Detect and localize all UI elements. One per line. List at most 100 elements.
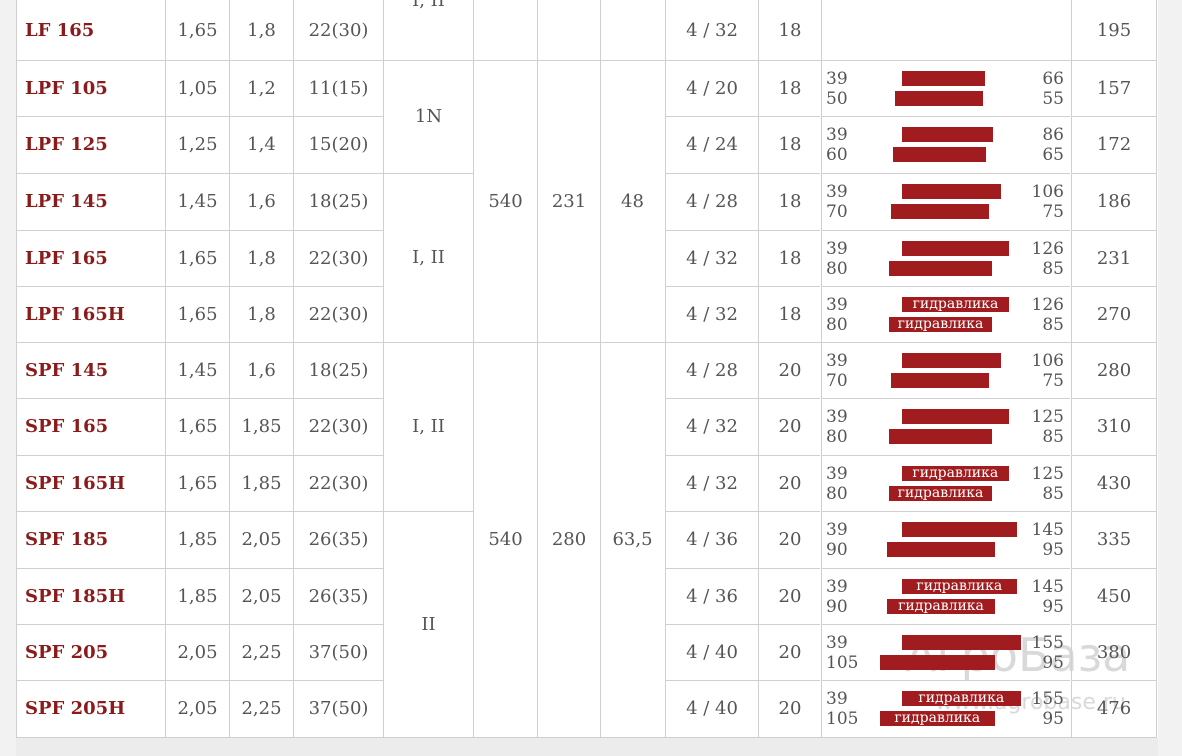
cell-c8: 18 [778, 247, 802, 269]
cell-width-max: 1,2 [247, 77, 276, 99]
merged-category-lpf: I, II [412, 247, 445, 268]
grid-line-h [666, 230, 820, 231]
grid-line-h [666, 455, 820, 456]
grid-line-h [822, 680, 1070, 681]
dimension-left: 39 [826, 407, 848, 427]
cell-price: 157 [1096, 77, 1132, 99]
dimension-left: 80 [826, 484, 848, 504]
cell-width-max: 2,05 [241, 529, 282, 550]
grid-line-h [822, 568, 1070, 569]
dimension-bar-bottom [879, 655, 995, 670]
dimension-left: 39 [826, 577, 848, 597]
cell-width-min: 2,05 [177, 698, 218, 719]
cell-width-max: 2,25 [241, 698, 282, 719]
grid-line-h [666, 173, 820, 174]
cell-width-max: 1,6 [247, 359, 276, 381]
cell-c8: 20 [778, 472, 802, 494]
dimension-right: 65 [1042, 145, 1064, 165]
cell-width-min: 1,65 [177, 303, 218, 325]
dimension-right: 106 [1031, 351, 1064, 371]
cell-price: 335 [1096, 529, 1132, 550]
cell-power: 22(30) [308, 472, 369, 494]
cell-price: 310 [1096, 416, 1132, 437]
dimension-right: 95 [1042, 709, 1064, 729]
cell-price: 476 [1096, 698, 1132, 719]
cell-blades: 4 / 28 [686, 359, 738, 381]
grid-line-h [17, 173, 383, 174]
grid-line-h [666, 398, 820, 399]
merged-category-top: I, II [412, 0, 445, 11]
cell-blades: 4 / 28 [686, 191, 738, 212]
dimension-left: 80 [826, 315, 848, 335]
grid-line-h [666, 624, 820, 625]
cell-c8: 20 [778, 359, 802, 381]
cell-blades: 4 / 40 [686, 698, 738, 719]
dimension-bar-top: гидравлика [902, 691, 1021, 706]
dimension-left: 39 [826, 464, 848, 484]
grid-line-h [822, 230, 1070, 231]
cell-power: 18(25) [308, 359, 369, 381]
grid-line-h [822, 455, 1070, 456]
dimension-left: 105 [826, 709, 859, 729]
grid-line-h [384, 173, 473, 174]
cell-width-max: 1,8 [247, 247, 276, 269]
cell-price: 195 [1096, 19, 1132, 41]
cell-width-min: 1,65 [177, 472, 218, 494]
model-name: LF 165 [25, 19, 95, 41]
grid-line-v [229, 0, 230, 738]
dimension-bar-top [902, 409, 1009, 424]
dimension-right: 145 [1031, 577, 1064, 597]
grid-line-v [1156, 0, 1157, 738]
grid-line-h [666, 116, 820, 117]
grid-line-v [165, 0, 166, 738]
dimension-bar-top [902, 127, 993, 142]
cell-width-max: 1,8 [247, 303, 276, 325]
cell-c8: 20 [778, 416, 802, 437]
grid-line-h [822, 286, 1070, 287]
cell-blades: 4 / 32 [686, 472, 738, 494]
cell-width-min: 1,65 [177, 416, 218, 437]
grid-line-h [1072, 511, 1156, 512]
dimension-right: 125 [1031, 464, 1064, 484]
dimension-bar-top: гидравлика [902, 579, 1017, 594]
dimension-bar-top: гидравлика [902, 297, 1009, 312]
cell-width-min: 1,45 [177, 191, 218, 212]
grid-line-h [17, 116, 383, 117]
grid-line-v [758, 0, 759, 738]
grid-line-v [383, 0, 384, 738]
dimension-right: 95 [1042, 653, 1064, 673]
dimension-bar-bottom [893, 147, 986, 162]
model-name: LPF 145 [25, 191, 108, 212]
cell-width-max: 1,85 [241, 472, 282, 494]
model-name: SPF 205 [25, 641, 109, 663]
dimension-left: 80 [826, 259, 848, 279]
grid-line-h [17, 737, 1157, 738]
grid-line-h [1072, 398, 1156, 399]
grid-line-h [17, 398, 383, 399]
model-name: SPF 185 [25, 529, 109, 550]
grid-line-h [384, 511, 473, 512]
dimension-right: 145 [1031, 520, 1064, 540]
grid-line-v [1071, 0, 1072, 738]
cell-blades: 4 / 32 [686, 19, 738, 41]
cell-c8: 20 [778, 698, 802, 719]
grid-line-v [821, 0, 822, 738]
model-name: SPF 145 [25, 359, 109, 381]
cell-c8: 18 [778, 303, 802, 325]
cell-width-min: 1,65 [177, 247, 218, 269]
cell-width-max: 2,05 [241, 585, 282, 607]
merged-rpm-lpf: 540 [488, 190, 523, 212]
dimension-right: 95 [1042, 540, 1064, 560]
dimension-bar-bottom [891, 373, 989, 388]
dimension-left: 90 [826, 597, 848, 617]
merged-rpm-spf: 540 [488, 529, 523, 550]
dimension-bar-top [902, 184, 1001, 199]
dimension-bar-bottom: гидравлика [889, 317, 992, 332]
cell-width-min: 2,05 [177, 641, 218, 663]
cell-power: 15(20) [308, 134, 369, 155]
merged-c5-spf: 280 [551, 529, 587, 550]
model-name: LPF 165 [25, 247, 108, 269]
dimension-right: 85 [1042, 484, 1064, 504]
cell-width-max: 1,4 [247, 134, 276, 155]
dimension-left: 39 [826, 520, 848, 540]
